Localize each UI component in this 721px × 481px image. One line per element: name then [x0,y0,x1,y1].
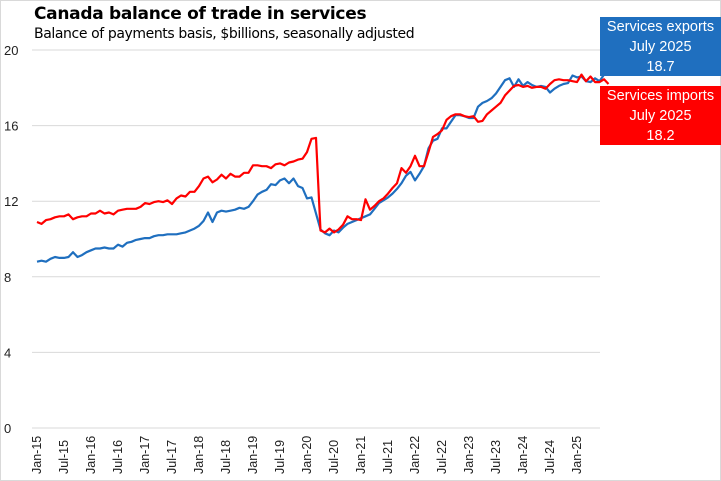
exports-callout-value: 18.7 [646,59,675,75]
imports-callout-value: 18.2 [646,128,675,144]
x-tick-label: Jul-24 [543,440,557,474]
x-tick-label: Jan-20 [300,436,314,474]
x-tick-label: Jan-24 [516,436,530,474]
imports-callout-label: Services imports [606,88,715,104]
x-tick-label: Jan-16 [84,436,98,474]
x-tick-label: Jul-16 [111,440,125,474]
x-tick-label: Jan-21 [354,436,368,474]
imports-line [36,73,610,234]
x-tick-label: Jan-18 [192,436,206,474]
x-tick-label: Jul-17 [165,440,179,474]
chart-title: Canada balance of trade in services [34,4,367,24]
y-tick-label: 16 [4,119,18,134]
x-tick-label: Jul-23 [489,440,503,474]
y-tick-label: 8 [4,270,11,285]
chart-subtitle: Balance of payments basis, $billions, se… [34,26,415,42]
gridlines [32,49,600,429]
exports-callout-label: Services exports [606,19,715,35]
imports-callout: Services imports July 2025 18.2 [600,86,721,145]
y-tick-label: 12 [4,194,18,209]
y-tick-label: 0 [4,421,11,436]
x-tick-label: Jan-25 [570,436,584,474]
x-tick-label: Jan-22 [408,436,422,474]
series-lines [36,73,610,263]
x-axis-ticks: Jan-15 Jul-15 Jan-16 Jul-16 Jan-17 Jul-17 Jan-… [30,436,584,474]
x-tick-label: Jul-20 [327,440,341,474]
imports-callout-date: July 2025 [629,108,692,124]
y-axis-ticks: 0 4 8 12 16 20 [4,43,18,436]
x-tick-label: Jan-17 [138,436,152,474]
x-tick-label: Jul-22 [435,440,449,474]
y-tick-label: 20 [4,43,18,58]
exports-callout: Services exports July 2025 18.7 [600,17,721,76]
exports-callout-date: July 2025 [629,39,692,55]
x-tick-label: Jul-19 [273,440,287,474]
exports-line [36,73,605,263]
x-tick-label: Jan-15 [30,436,44,474]
x-tick-label: Jul-21 [381,440,395,474]
x-tick-label: Jul-18 [219,440,233,474]
x-tick-label: Jan-19 [246,436,260,474]
y-tick-label: 4 [4,345,11,360]
x-tick-label: Jan-23 [462,436,476,474]
x-tick-label: Jul-15 [57,440,71,474]
